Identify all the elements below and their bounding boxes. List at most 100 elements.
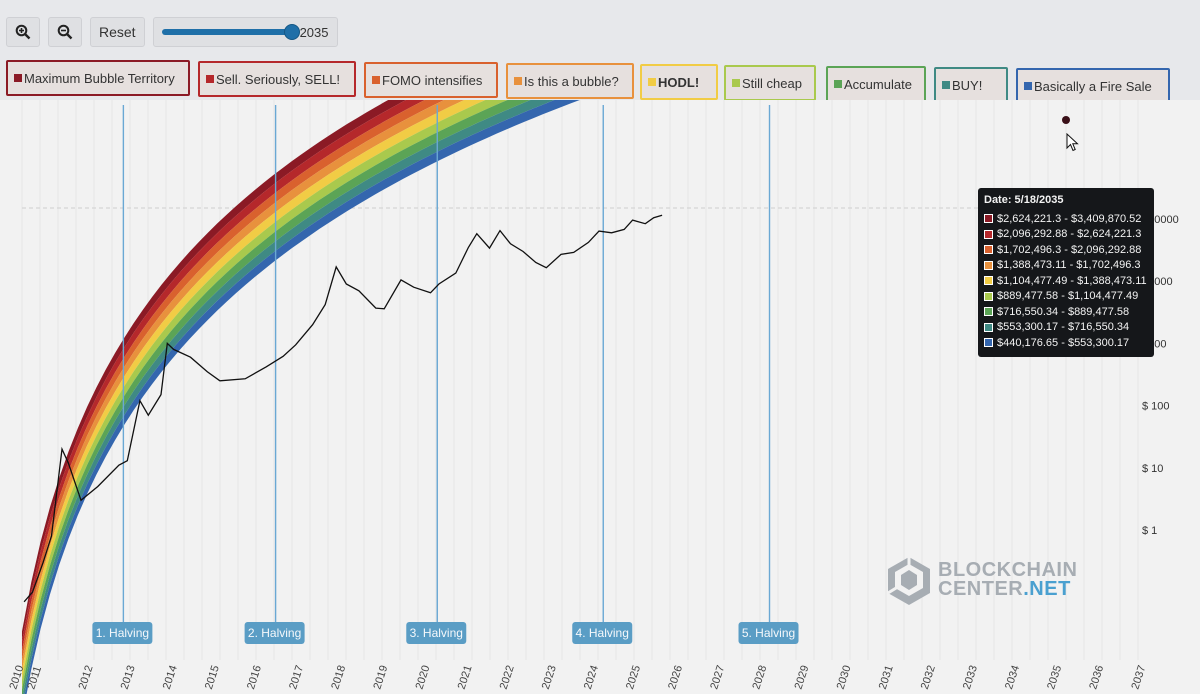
tooltip-swatch [984,260,993,270]
legend-item[interactable]: HODL! [640,64,718,100]
x-tick-label: 2016 [245,664,264,691]
year-slider-track[interactable] [161,24,300,40]
btc-price-line[interactable] [23,214,663,603]
legend-label: Still cheap [742,75,802,91]
x-tick-label: 2019 [371,664,390,691]
x-tick-label: 2023 [540,664,559,691]
tooltip-swatch [984,276,993,286]
year-slider-value: 2035 [299,24,329,40]
legend-label: Accumulate [844,76,912,92]
x-tick-label: 2022 [498,664,517,691]
legend-swatch [372,76,380,84]
legend-item[interactable]: Maximum Bubble Territory [6,60,190,96]
x-tick-label: 2017 [287,664,306,691]
legend-label: Sell. Seriously, SELL! [216,71,341,87]
legend-swatch [1024,82,1032,90]
x-tick-label: 2030 [835,664,854,691]
halving-markers: 1. Halving 2. Halving 3. Halving 4. Halving… [92,105,799,644]
svg-text:2. Halving: 2. Halving [248,626,301,640]
tooltip-row: $440,176.65 - $553,300.17 [984,335,1148,351]
x-tick-label: 2012 [77,664,96,691]
reset-button[interactable]: Reset [90,17,145,47]
legend-item[interactable]: Accumulate [826,66,926,102]
svg-text:4. Halving: 4. Halving [576,626,629,640]
halving-label: 3. Halving [406,622,467,644]
legend-swatch [206,75,214,83]
halving-label: 2. Halving [244,622,305,644]
x-tick-label: 2026 [666,664,685,691]
legend-item[interactable]: FOMO intensifies [364,62,498,98]
x-tick-label: 2037 [1129,664,1148,691]
tooltip-range: $889,477.58 - $1,104,477.49 [997,290,1139,303]
year-slider[interactable]: 2035 [152,17,338,47]
tooltip-range: $553,300.17 - $716,550.34 [997,321,1130,334]
tooltip-range: $2,624,221.3 - $3,409,870.52 [997,212,1142,225]
legend-label: Basically a Fire Sale [1034,78,1152,94]
tooltip-row: $1,388,473.11 - $1,702,496.3 [984,258,1148,274]
chart-tooltip: Date: 5/18/2035 $2,624,221.3 - $3,409,87… [978,188,1154,357]
tooltip-range: $440,176.65 - $553,300.17 [997,336,1130,349]
tooltip-swatch [984,322,993,332]
x-tick-label: 2024 [582,664,601,691]
tooltip-swatch [984,214,993,224]
year-slider-handle[interactable] [283,24,300,40]
legend-item[interactable]: BUY! [934,67,1008,103]
legend-item[interactable]: Is this a bubble? [506,63,634,99]
tooltip-row: $2,096,292.88 - $2,624,221.3 [984,227,1148,243]
legend-item[interactable]: Basically a Fire Sale [1016,68,1170,104]
legend-label: HODL! [658,74,700,90]
tooltip-swatch [984,291,993,301]
x-tick-label: 2029 [793,664,812,691]
x-tick-label: 2013 [119,664,138,691]
zoom-out-icon [57,24,73,40]
x-tick-label: 2014 [161,664,180,691]
legend-item[interactable]: Still cheap [724,65,816,101]
tooltip-row: $1,104,477.49 - $1,388,473.11 [984,273,1148,289]
legend-label: FOMO intensifies [382,72,483,88]
x-axis: 2010 2011 2012 2013 2014 2015 2016 2017 2018 2019… [7,664,1148,691]
svg-text:1. Halving: 1. Halving [96,626,149,640]
blockchaincenter-logo-icon [887,557,930,605]
watermark-line-2: CENTER [938,578,1024,600]
tooltip-range: $716,550.34 - $889,477.58 [997,305,1130,318]
zoom-out-button[interactable] [48,17,82,47]
hover-marker [1062,116,1070,124]
x-tick-label: 2035 [1045,664,1064,691]
svg-text:5. Halving: 5. Halving [742,626,795,640]
tooltip-swatch [984,229,993,239]
legend-swatch [648,78,656,86]
x-tick-label: 2032 [919,664,938,691]
watermark-line-1: BLOCKCHAIN [938,559,1078,581]
zoom-in-button[interactable] [6,17,40,47]
x-tick-label: 2033 [961,664,980,691]
y-tick-label: $ 10 [1142,463,1163,475]
chart-toolbar: Reset 2035 [6,16,338,48]
legend-swatch [14,74,22,82]
legend-swatch [514,77,522,85]
tooltip-range: $2,096,292.88 - $2,624,221.3 [997,228,1142,241]
legend-item[interactable]: Sell. Seriously, SELL! [198,61,356,97]
x-tick-label: 2034 [1003,664,1022,691]
tooltip-row: $716,550.34 - $889,477.58 [984,304,1148,320]
legend-label: Is this a bubble? [524,73,619,89]
mouse-cursor-icon [1066,133,1079,152]
band-legend: Maximum Bubble Territory Sell. Seriously,… [0,56,1200,104]
x-tick-label: 2018 [329,664,348,691]
rainbow-chart[interactable]: 1. Halving 2. Halving 3. Halving 4. Halving… [0,100,1200,694]
zoom-in-icon [15,24,31,40]
tooltip-swatch [984,245,993,255]
band-6[interactable] [22,100,1138,690]
y-tick-label: $ 100 [1142,401,1170,413]
legend-swatch [732,79,740,87]
tooltip-swatch [984,338,993,348]
tooltip-row: $1,702,496.3 - $2,096,292.88 [984,242,1148,258]
tooltip-row: $889,477.58 - $1,104,477.49 [984,289,1148,305]
legend-label: Maximum Bubble Territory [24,70,175,86]
tooltip-range: $1,104,477.49 - $1,388,473.11 [997,274,1147,287]
legend-swatch [942,81,950,89]
y-tick-label: $ 1 [1142,525,1157,537]
tooltip-row: $553,300.17 - $716,550.34 [984,320,1148,336]
legend-label: BUY! [952,77,983,93]
x-tick-label: 2020 [414,664,433,691]
x-tick-label: 2027 [708,664,727,691]
